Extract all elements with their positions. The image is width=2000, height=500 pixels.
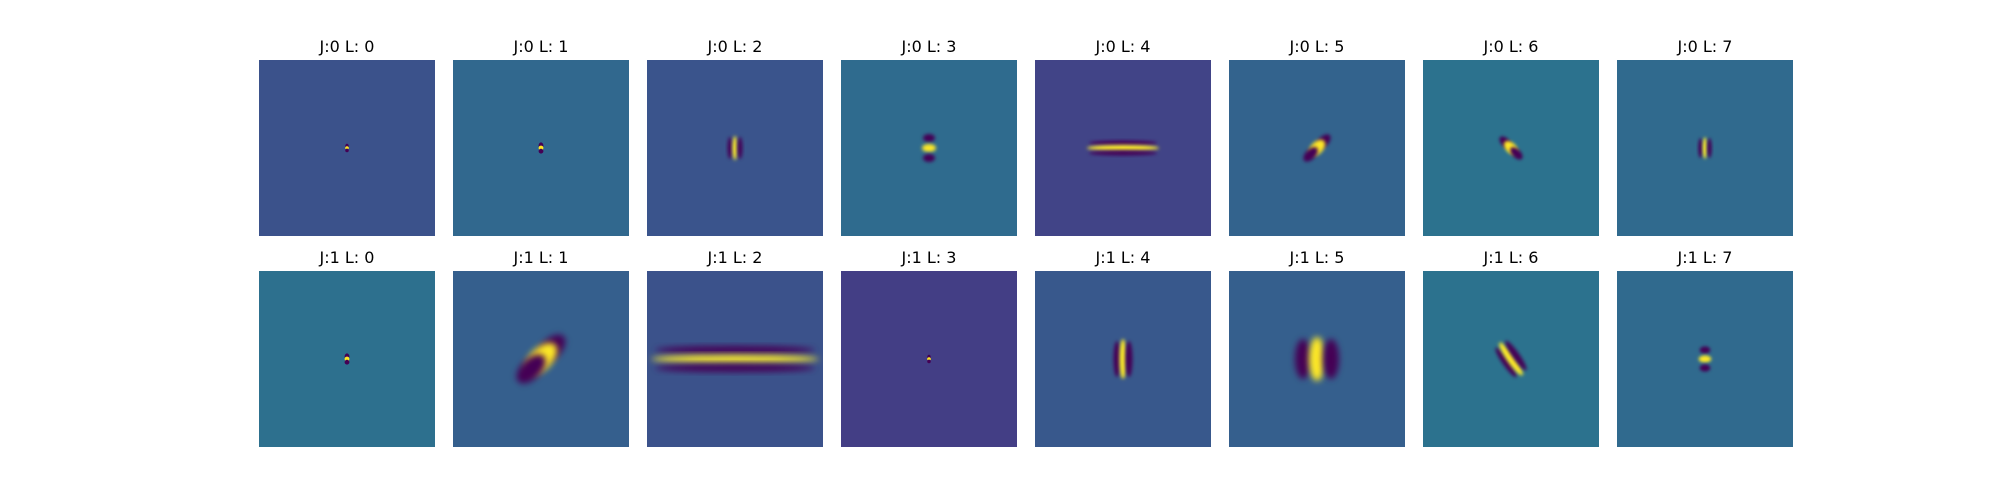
- filter-pattern: [345, 143, 349, 153]
- filter-lobe-dark: [1505, 340, 1527, 371]
- filter-panel: J:1 L: 4: [1035, 248, 1211, 447]
- filter-lobe-dark: [727, 137, 733, 159]
- panel-title: J:0 L: 2: [707, 37, 763, 56]
- panel-title: J:1 L: 6: [1483, 248, 1539, 267]
- filter-pattern: [922, 134, 936, 162]
- filter-image: [1229, 60, 1405, 236]
- filter-lobe-dark: [344, 359, 350, 365]
- filter-pattern: [1087, 140, 1159, 156]
- panel-title: J:1 L: 0: [319, 248, 375, 267]
- filter-image: [647, 60, 823, 236]
- filter-lobe-dark: [655, 364, 815, 372]
- filter-panel: J:0 L: 6: [1423, 37, 1599, 236]
- filter-image: [1617, 60, 1793, 236]
- filter-image: [1035, 271, 1211, 447]
- filter-pattern: [1698, 346, 1712, 372]
- panel-title: J:1 L: 7: [1677, 248, 1733, 267]
- filter-image: [453, 271, 629, 447]
- filter-panel: J:1 L: 3: [841, 248, 1017, 447]
- panel-title: J:0 L: 0: [319, 37, 375, 56]
- filter-pattern: [727, 136, 743, 160]
- filter-panel: J:0 L: 5: [1229, 37, 1405, 236]
- filter-lobe-dark: [923, 134, 935, 142]
- filter-lobe-dark: [1303, 147, 1318, 162]
- filter-lobe-dark: [1295, 339, 1311, 379]
- filter-center-bright: [1309, 337, 1325, 381]
- filter-image: [647, 271, 823, 447]
- filter-lobe-dark: [516, 354, 546, 384]
- filter-lobe-dark: [927, 359, 931, 364]
- filter-image: [259, 60, 435, 236]
- filter-lobe-dark: [1699, 346, 1711, 354]
- filter-lobe-dark: [1699, 364, 1711, 372]
- filter-center-bright: [1698, 355, 1712, 363]
- filter-lobe-dark: [345, 148, 349, 153]
- panel-title: J:1 L: 3: [901, 248, 957, 267]
- filter-panel: J:1 L: 2: [647, 248, 823, 447]
- filter-lobe-dark: [1125, 341, 1133, 377]
- filter-panel: J:1 L: 7: [1617, 248, 1793, 447]
- filter-pattern: [1495, 340, 1527, 378]
- panel-title: J:0 L: 1: [513, 37, 569, 56]
- filter-center-bright: [1087, 145, 1159, 151]
- filter-image: [841, 60, 1017, 236]
- panel-title: J:1 L: 2: [707, 248, 763, 267]
- filter-pattern: [1303, 134, 1331, 162]
- filter-lobe-dark: [1113, 341, 1121, 377]
- panel-title: J:0 L: 3: [901, 37, 957, 56]
- filter-lobe-dark: [1698, 138, 1703, 158]
- filter-panel: J:0 L: 7: [1617, 37, 1793, 236]
- filter-panel: J:1 L: 6: [1423, 248, 1599, 447]
- filter-image: [1423, 271, 1599, 447]
- filter-panel: J:0 L: 2: [647, 37, 823, 236]
- filter-panel: J:1 L: 5: [1229, 248, 1405, 447]
- filter-lobe-dark: [1495, 347, 1517, 378]
- filter-panel: J:0 L: 3: [841, 37, 1017, 236]
- filter-lobe-dark: [1089, 150, 1157, 156]
- filter-center-bright: [732, 136, 738, 160]
- filter-lobe-dark: [737, 137, 743, 159]
- filter-panel: J:0 L: 0: [259, 37, 435, 236]
- filter-pattern: [1499, 136, 1523, 160]
- filter-lobe-dark: [1323, 339, 1339, 379]
- filter-center-bright: [1702, 137, 1708, 159]
- panel-title: J:0 L: 6: [1483, 37, 1539, 56]
- filter-pattern: [927, 354, 931, 364]
- filter-image: [259, 271, 435, 447]
- filter-image: [1035, 60, 1211, 236]
- filter-pattern: [1113, 339, 1133, 379]
- panel-title: J:0 L: 7: [1677, 37, 1733, 56]
- filter-center-bright: [651, 355, 819, 363]
- filter-panel: J:1 L: 1: [453, 248, 629, 447]
- filter-image: [1229, 271, 1405, 447]
- filter-center-bright: [1119, 339, 1127, 379]
- panel-title: J:1 L: 1: [513, 248, 569, 267]
- filter-image: [841, 271, 1017, 447]
- panel-title: J:1 L: 5: [1289, 248, 1345, 267]
- filter-panel: J:1 L: 0: [259, 248, 435, 447]
- panel-title: J:0 L: 4: [1095, 37, 1151, 56]
- filter-lobe-dark: [1510, 147, 1523, 160]
- filter-image: [453, 60, 629, 236]
- filter-lobe-dark: [655, 346, 815, 354]
- filter-panel: J:0 L: 1: [453, 37, 629, 236]
- filter-lobe-dark: [923, 154, 935, 162]
- panel-title: J:0 L: 5: [1289, 37, 1345, 56]
- filter-lobe-dark: [538, 148, 544, 154]
- filter-image: [1423, 60, 1599, 236]
- filter-pattern: [1698, 137, 1712, 159]
- filter-pattern: [344, 353, 350, 365]
- filter-center-bright: [922, 144, 936, 152]
- filter-lobe-dark: [1707, 138, 1712, 158]
- filter-pattern: [1295, 337, 1339, 381]
- filter-pattern: [538, 142, 544, 154]
- filter-panel: J:0 L: 4: [1035, 37, 1211, 236]
- filter-lobe-dark: [1089, 140, 1157, 146]
- filter-image: [1617, 271, 1793, 447]
- panel-title: J:1 L: 4: [1095, 248, 1151, 267]
- filter-center-bright: [1499, 342, 1523, 376]
- filter-pattern: [516, 334, 566, 384]
- filter-pattern: [651, 346, 819, 372]
